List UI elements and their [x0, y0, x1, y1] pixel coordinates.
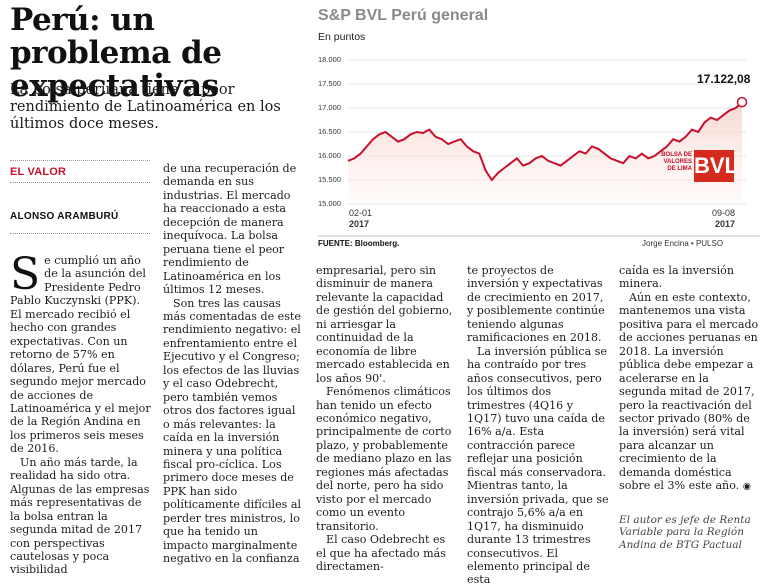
col4-text-b: La inversión pública se ha contraído por… [467, 344, 609, 587]
deck: La bolsa peruana tiene el peor rendimien… [10, 82, 281, 132]
y-tick-label: 15.000 [318, 199, 341, 208]
col2-text: de una recuperación de demanda en sus in… [163, 162, 297, 297]
col5-text-b: Aún en este contexto, mantenemos una vis… [619, 290, 759, 493]
chart-source: FUENTE: Bloomberg. [318, 239, 400, 248]
last-value-label: 17.122,08 [697, 72, 751, 86]
column-3: empresarial, pero sin disminuir de maner… [316, 264, 456, 573]
bvl-logo-small-text: BOLSA DE VALORES DE LIMA [661, 152, 692, 172]
y-tick-label: 15.500 [318, 175, 341, 184]
col4-text: te proyectos de inversión y expectativas… [467, 264, 605, 345]
col1-text-b: Un año más tarde, la realidad ha sido ot… [10, 455, 150, 577]
series-line [347, 101, 743, 182]
col3-text: empresarial, pero sin disminuir de maner… [316, 264, 453, 385]
col2-text-b: Son tres las causas más comentadas de es… [163, 296, 302, 566]
headline: Perú: un problema de expectativas [10, 2, 222, 104]
line-chart [318, 59, 760, 237]
y-tick-label: 17.500 [318, 79, 341, 88]
y-tick-label: 17.000 [318, 103, 341, 112]
divider-bottom [10, 233, 150, 234]
chart-title: S&P BVL Perú general [318, 7, 489, 24]
col5-text: caída es la inversión minera. [619, 264, 734, 291]
author-byline: ALONSO ARAMBURÚ [10, 211, 119, 222]
y-tick-label: 16.500 [318, 127, 341, 136]
x-tick-end: 09-08 2017 [712, 208, 735, 230]
dropcap: S [10, 249, 41, 300]
chart-unit-label: En puntos [318, 31, 366, 43]
author-bio: El autor es jefe de Renta Variable para … [619, 513, 751, 551]
x-tick-end-date: 09-08 [712, 208, 736, 218]
x-tick-start-year: 2017 [349, 219, 370, 229]
chart-credit: Jorge Encina • PULSO [642, 239, 724, 248]
y-tick-label: 18.000 [318, 55, 341, 64]
end-mark-icon: ◉ [742, 481, 752, 493]
x-tick-end-year: 2017 [715, 219, 736, 229]
section-label: EL VALOR [10, 166, 67, 178]
col1-text: e cumplió un año de la asunción del Pres… [10, 254, 151, 456]
y-tick-label: 16.000 [318, 151, 341, 160]
divider-top [10, 160, 150, 161]
column-4: te proyectos de inversión y expectativas… [467, 264, 609, 587]
bvl-logo-mark: BVL [694, 150, 738, 182]
last-point-marker [736, 96, 748, 108]
x-tick-start: 02-01 2017 [349, 208, 372, 230]
series-area [348, 102, 742, 204]
column-5: caída es la inversión minera. Aún en est… [619, 264, 759, 551]
x-tick-start-date: 02-01 [349, 208, 373, 218]
col3-text-b: Fenómenos climáticos han tenido un efect… [316, 385, 452, 533]
bvl-logo: BOLSA DE VALORES DE LIMA BVL [660, 150, 738, 184]
divider-mid [10, 182, 150, 183]
col3-text-c: El caso Odebrecht es el que ha afectado … [316, 533, 446, 573]
